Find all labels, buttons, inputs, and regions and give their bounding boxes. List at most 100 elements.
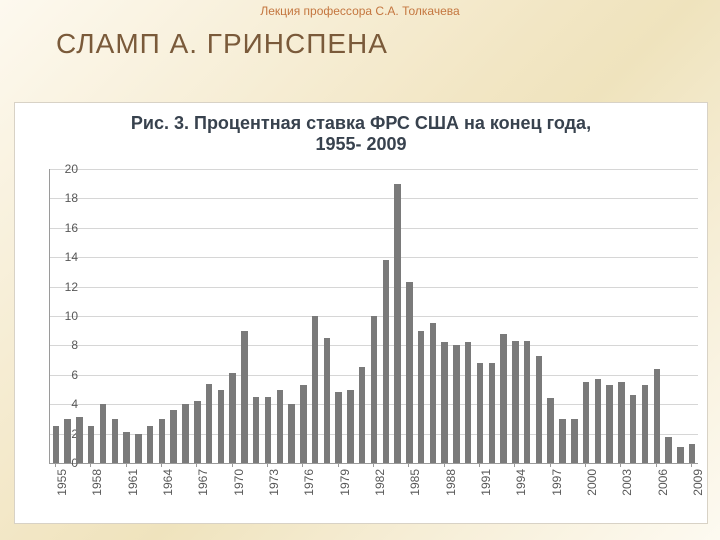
bar — [53, 426, 59, 463]
bar — [618, 382, 624, 463]
y-tick-label: 10 — [54, 309, 78, 323]
bar — [159, 419, 165, 463]
chart-title: Рис. 3. Процентная ставка ФРС США на кон… — [15, 113, 707, 155]
x-tick-label: 1997 — [550, 469, 564, 509]
bar — [406, 282, 412, 463]
x-tick — [232, 463, 233, 467]
bar — [583, 382, 589, 463]
bar — [630, 395, 636, 463]
y-tick-label: 20 — [54, 162, 78, 176]
bar — [265, 397, 271, 463]
bar — [312, 316, 318, 463]
bar — [300, 385, 306, 463]
bar — [383, 260, 389, 463]
bar — [112, 419, 118, 463]
gridline — [50, 198, 698, 199]
x-tick-label: 1961 — [126, 469, 140, 509]
bar — [76, 417, 82, 463]
gridline — [50, 228, 698, 229]
y-tick-label: 8 — [54, 338, 78, 352]
bar — [465, 342, 471, 463]
bar — [241, 331, 247, 463]
bar — [547, 398, 553, 463]
x-tick — [691, 463, 692, 467]
x-axis: 1955 1958 1961 1964 1967 1970 1973 1976 1979 1982… — [49, 463, 697, 521]
bar — [394, 184, 400, 463]
x-tick — [514, 463, 515, 467]
gridline — [50, 169, 698, 170]
x-tick-label: 1970 — [232, 469, 246, 509]
bar — [218, 390, 224, 464]
x-tick-label: 1967 — [196, 469, 210, 509]
x-tick — [408, 463, 409, 467]
slide-title: СЛАМП А. ГРИНСПЕНА — [56, 28, 388, 60]
bar — [430, 323, 436, 463]
plot-area: 02468101214161820 — [49, 169, 698, 464]
x-tick-label: 2009 — [691, 469, 705, 509]
bar — [559, 419, 565, 463]
x-tick-label: 2003 — [620, 469, 634, 509]
x-tick — [90, 463, 91, 467]
x-tick — [444, 463, 445, 467]
bar — [371, 316, 377, 463]
x-tick — [126, 463, 127, 467]
x-tick-label: 2000 — [585, 469, 599, 509]
bar — [477, 363, 483, 463]
bar — [689, 444, 695, 463]
bar — [277, 390, 283, 464]
bar — [324, 338, 330, 463]
x-tick-label: 1964 — [161, 469, 175, 509]
x-tick-label: 1979 — [338, 469, 352, 509]
bar — [489, 363, 495, 463]
bar — [665, 437, 671, 463]
x-tick-label: 1955 — [55, 469, 69, 509]
bar — [606, 385, 612, 463]
bar — [229, 373, 235, 463]
bar — [453, 345, 459, 463]
y-tick-label: 14 — [54, 250, 78, 264]
y-tick-label: 6 — [54, 368, 78, 382]
x-tick — [338, 463, 339, 467]
bar — [536, 356, 542, 463]
x-tick-label: 1976 — [302, 469, 316, 509]
bar — [418, 331, 424, 463]
x-tick — [302, 463, 303, 467]
x-tick-label: 1973 — [267, 469, 281, 509]
y-tick-label: 16 — [54, 221, 78, 235]
x-tick — [267, 463, 268, 467]
x-tick — [196, 463, 197, 467]
bar — [441, 342, 447, 463]
x-tick — [161, 463, 162, 467]
x-tick — [479, 463, 480, 467]
bar — [206, 384, 212, 463]
x-tick — [55, 463, 56, 467]
y-tick-label: 18 — [54, 191, 78, 205]
x-tick-label: 2006 — [656, 469, 670, 509]
x-tick — [373, 463, 374, 467]
bar — [135, 434, 141, 463]
x-tick — [656, 463, 657, 467]
bar — [288, 404, 294, 463]
y-tick-label: 12 — [54, 280, 78, 294]
bar — [359, 367, 365, 463]
bar — [677, 447, 683, 463]
x-tick-label: 1985 — [408, 469, 422, 509]
bar — [253, 397, 259, 463]
bar — [512, 341, 518, 463]
x-tick-label: 1988 — [444, 469, 458, 509]
bar — [335, 392, 341, 463]
y-tick-label: 4 — [54, 397, 78, 411]
x-tick — [620, 463, 621, 467]
bar — [170, 410, 176, 463]
bar — [642, 385, 648, 463]
bar — [595, 379, 601, 463]
bar — [524, 341, 530, 463]
bar — [194, 401, 200, 463]
bar — [347, 390, 353, 464]
x-tick-label: 1994 — [514, 469, 528, 509]
bar — [147, 426, 153, 463]
chart-container: Рис. 3. Процентная ставка ФРС США на кон… — [14, 102, 708, 524]
bar — [654, 369, 660, 463]
x-tick-label: 1982 — [373, 469, 387, 509]
x-tick-label: 1958 — [90, 469, 104, 509]
